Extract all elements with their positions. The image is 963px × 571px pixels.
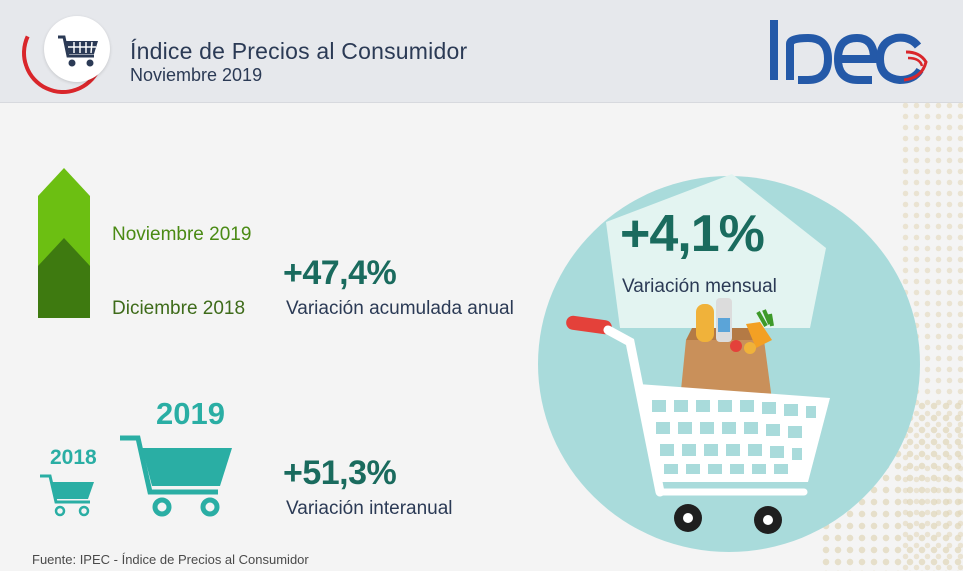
header: Índice de Precios al Consumidor Noviembr… xyxy=(0,0,963,106)
interannual-description: Variación interanual xyxy=(286,498,453,519)
shopping-cart-icon xyxy=(120,435,232,517)
label-diciembre-2018: Diciembre 2018 xyxy=(112,298,246,319)
label-noviembre-2019: Noviembre 2019 xyxy=(112,224,252,245)
year-2018-label: 2018 xyxy=(50,446,97,469)
ipec-logo xyxy=(770,20,928,85)
source-note: Fuente: IPEC - Índice de Precios al Cons… xyxy=(32,552,309,567)
monthly-description: Variación mensual xyxy=(622,276,777,297)
accumulated-value: +47,4% xyxy=(283,254,397,292)
page-subtitle: Noviembre 2019 xyxy=(130,65,263,85)
year-2019-label: 2019 xyxy=(156,396,225,431)
up-arrow-icon xyxy=(38,168,90,318)
monthly-value: +4,1% xyxy=(620,205,765,263)
grocery-cart-illustration xyxy=(566,298,830,534)
house-shape-decoration xyxy=(606,174,826,328)
accumulated-description: Variación acumulada anual xyxy=(286,298,514,319)
shopping-cart-icon xyxy=(58,35,98,67)
shopping-cart-icon xyxy=(40,474,94,517)
interannual-value: +51,3% xyxy=(283,454,397,492)
page-title: Índice de Precios al Consumidor xyxy=(130,38,468,64)
grocery-bag-icon xyxy=(680,298,774,400)
